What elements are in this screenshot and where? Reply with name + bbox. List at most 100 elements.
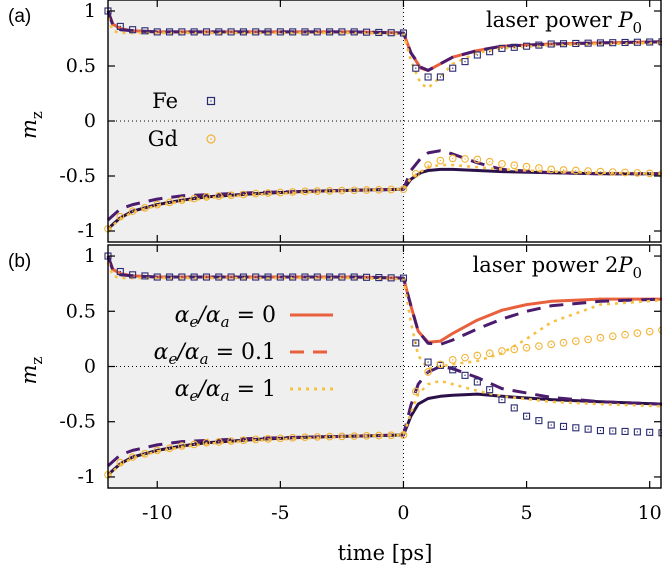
gd-marker — [301, 433, 309, 442]
gd-marker-dot — [156, 449, 158, 452]
gd-marker-dot — [648, 172, 651, 175]
fe-marker-dot — [378, 31, 380, 34]
gd-marker-dot — [341, 435, 343, 438]
gd-marker — [485, 157, 494, 166]
fe-marker — [510, 43, 518, 51]
gd-marker — [338, 186, 346, 195]
gd-marker — [153, 446, 162, 455]
fe-marker-dot — [304, 276, 306, 278]
fe-marker-dot — [402, 32, 405, 34]
gd-marker-dot — [328, 435, 331, 438]
fe-marker — [399, 274, 408, 282]
y-tick-label: 0.5 — [66, 55, 96, 77]
x-tick-label: 10 — [638, 502, 662, 524]
fe-marker — [387, 274, 395, 282]
gd-marker-dot — [550, 343, 552, 346]
fe-marker-dot — [255, 276, 257, 278]
fe-marker — [572, 39, 580, 48]
legend-label-alpha-1: αe/αa = 0.1 — [154, 340, 276, 368]
gd-marker — [436, 156, 445, 165]
gd-marker — [325, 432, 334, 441]
gd-marker-dot — [538, 345, 540, 347]
fe-marker — [215, 273, 223, 281]
gd-marker-dot — [267, 438, 269, 440]
fe-marker-dot — [292, 31, 294, 33]
gd-marker — [448, 154, 457, 163]
fe-marker-dot — [427, 361, 429, 363]
gd-marker-dot — [131, 456, 134, 458]
fe-marker — [436, 73, 444, 81]
gd-marker — [608, 332, 617, 341]
gd-marker — [498, 347, 506, 355]
fe-marker — [646, 38, 654, 46]
fe-marker — [264, 273, 272, 281]
gd-marker — [559, 166, 568, 174]
y-tick-label: 0 — [84, 356, 96, 378]
fe-marker-dot — [156, 276, 158, 278]
fe-marker — [129, 271, 137, 279]
y-tick-label: 1 — [84, 245, 96, 267]
fe-marker — [424, 358, 432, 366]
gd-marker — [596, 167, 605, 176]
gd-marker-dot — [181, 445, 183, 447]
fe-marker-dot — [575, 42, 577, 45]
fe-marker-dot — [144, 275, 146, 277]
fe-marker-dot — [230, 31, 232, 33]
gd-marker — [202, 438, 211, 447]
y-tick-label: -0.5 — [59, 411, 96, 433]
gd-marker-dot — [378, 189, 380, 191]
fe-marker — [621, 38, 629, 47]
fe-marker — [559, 40, 568, 48]
series-gd-alpha-1-line — [107, 379, 662, 477]
fe-marker-dot — [489, 389, 491, 391]
fe-marker-dot — [353, 31, 355, 33]
fe-marker-dot — [612, 430, 614, 432]
fe-marker-dot — [365, 31, 368, 33]
fe-marker — [498, 396, 506, 404]
gd-marker-dot — [365, 435, 368, 437]
legend-gd-marker-dot — [210, 138, 212, 140]
fe-marker — [252, 273, 260, 281]
fe-marker — [486, 386, 494, 394]
gd-marker-dot — [242, 439, 245, 441]
fe-marker-dot — [562, 43, 565, 45]
fe-marker-dot — [415, 67, 417, 69]
fe-marker — [584, 39, 592, 47]
fe-marker-dot — [316, 276, 318, 278]
series-fe-alpha-01-line — [106, 10, 662, 72]
fe-marker-dot — [464, 61, 466, 63]
gd-marker-dot — [575, 340, 577, 342]
gd-marker — [190, 440, 199, 449]
gd-marker — [276, 434, 285, 443]
fe-marker-dot — [193, 31, 195, 33]
gd-marker — [264, 189, 272, 197]
gd-marker — [485, 349, 494, 358]
fe-marker-dot — [329, 31, 331, 33]
fe-marker-dot — [230, 276, 232, 278]
gd-marker — [264, 434, 272, 443]
gd-marker — [141, 449, 149, 458]
fe-marker — [350, 273, 358, 281]
series-gd-alpha-0-line — [107, 167, 662, 230]
panel-label: (a) — [8, 6, 31, 27]
fe-marker-dot — [599, 429, 602, 432]
fe-marker — [215, 28, 223, 36]
gd-marker — [621, 168, 629, 177]
gd-marker-dot — [316, 436, 318, 438]
series-fe-alpha-1-line — [106, 17, 662, 90]
gd-marker — [116, 212, 125, 221]
fe-marker — [190, 28, 198, 36]
laser-power-annotation: laser power P0 — [486, 8, 642, 37]
fe-marker-dot — [242, 276, 245, 278]
gd-marker — [374, 431, 383, 440]
fe-marker-dot — [218, 31, 220, 33]
fe-marker — [289, 28, 297, 36]
fe-marker — [326, 28, 334, 36]
y-tick-label: 1 — [84, 0, 96, 22]
gd-marker-dot — [427, 164, 429, 166]
gd-marker-dot — [279, 437, 282, 439]
x-axis: -10 -5 0 5 10 — [142, 502, 662, 524]
fe-marker-dot — [255, 31, 257, 33]
gd-marker — [547, 340, 556, 349]
gd-marker — [535, 164, 543, 172]
